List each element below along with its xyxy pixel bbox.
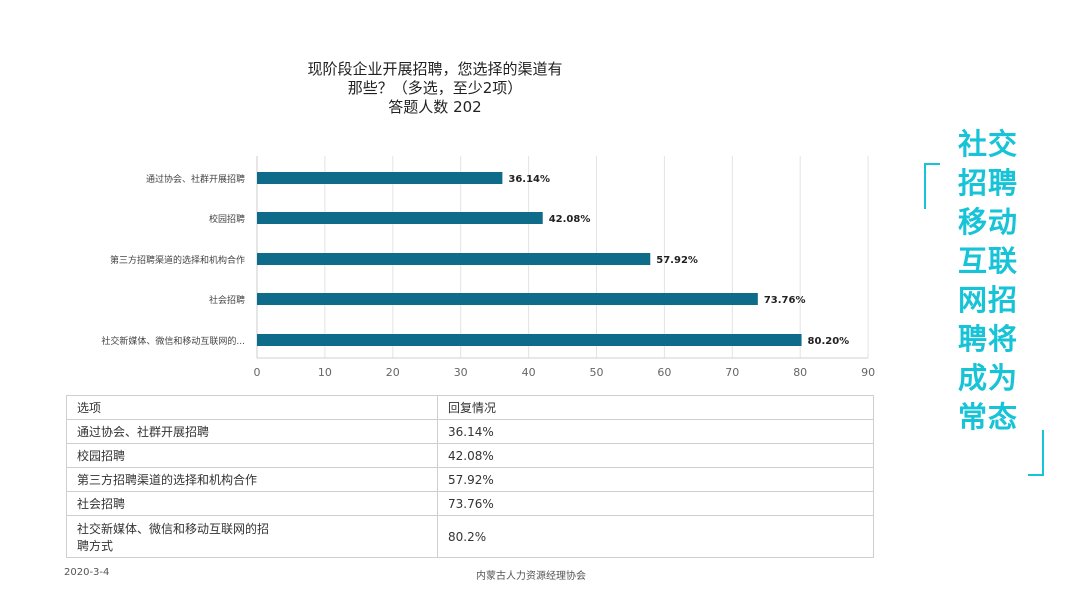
- row-option-line-1: 社交新媒体、微信和移动互联网的招: [77, 521, 270, 536]
- table-row: 社交新媒体、微信和移动互联网的招 聘方式 80.2%: [66, 515, 874, 558]
- row-option-line-2: 聘方式: [77, 538, 114, 553]
- bracket-bottom-right-decoration: [1028, 430, 1044, 476]
- bracket-top-left-decoration: [924, 163, 940, 209]
- bar: [257, 172, 503, 184]
- bar-value-label: 80.20%: [808, 336, 850, 347]
- side-line: 招聘: [957, 166, 1018, 200]
- side-line: 互联: [957, 244, 1018, 278]
- bar: [257, 293, 758, 305]
- data-table: 选项 回复情况 通过协会、社群开展招聘 36.14% 校园招聘 42.08% 第…: [66, 395, 874, 558]
- bar-value-label: 73.76%: [764, 295, 806, 306]
- title-line-3: 答题人数 202: [388, 98, 482, 116]
- footer-date: 2020-3-4: [64, 567, 110, 578]
- table-header-row: 选项 回复情况: [66, 395, 874, 420]
- x-tick-label: 40: [522, 366, 536, 379]
- bar-chart: 0 10 20 30 40 50 60 70 80 90 36.14% 通过协会、社群开展招聘 42.0…: [101, 156, 875, 379]
- chart-title: 现阶段企业开展招聘，您选择的渠道有 那些？（多选，至少2项） 答题人数 202: [300, 60, 570, 117]
- table-row: 通过协会、社群开展招聘 36.14%: [66, 419, 874, 444]
- bar: [257, 212, 543, 224]
- side-slogan: 社交 招聘 移动 互联 网招 聘将 成为 常态: [950, 125, 1026, 437]
- row-option: 第三方招聘渠道的选择和机构合作: [66, 467, 438, 492]
- table-row: 校园招聘 42.08%: [66, 443, 874, 468]
- side-line: 常态: [957, 400, 1018, 434]
- side-line: 成为: [957, 361, 1018, 395]
- header-reply: 回复情况: [437, 395, 874, 420]
- row-option: 校园招聘: [66, 443, 438, 468]
- x-tick-label: 80: [793, 366, 807, 379]
- x-tick-label: 50: [590, 366, 604, 379]
- row-reply: 80.2%: [437, 515, 874, 558]
- side-line: 社交: [957, 127, 1018, 161]
- x-tick-label: 60: [657, 366, 671, 379]
- x-tick-label: 90: [861, 366, 875, 379]
- row-reply: 42.08%: [437, 443, 874, 468]
- table-row: 第三方招聘渠道的选择和机构合作 57.92%: [66, 467, 874, 492]
- header-option: 选项: [66, 395, 438, 420]
- x-tick-label: 20: [386, 366, 400, 379]
- row-reply: 73.76%: [437, 491, 874, 516]
- category-label: 社会招聘: [209, 294, 245, 306]
- category-label: 第三方招聘渠道的选择和机构合作: [110, 254, 245, 266]
- bar-value-label: 57.92%: [656, 255, 698, 266]
- row-option: 社交新媒体、微信和移动互联网的招 聘方式: [66, 515, 438, 558]
- x-tick-label: 0: [254, 366, 261, 379]
- category-label: 社交新媒体、微信和移动互联网的...: [101, 335, 245, 347]
- side-line: 移动: [957, 205, 1018, 239]
- category-label: 校园招聘: [209, 213, 245, 225]
- bar-value-label: 42.08%: [549, 214, 591, 225]
- side-line: 网招: [957, 283, 1018, 317]
- footer-org: 内蒙古人力资源经理协会: [476, 571, 586, 582]
- title-line-1: 现阶段企业开展招聘，您选择的渠道有: [307, 60, 563, 78]
- row-reply: 36.14%: [437, 419, 874, 444]
- title-line-2: 那些？（多选，至少2项）: [347, 79, 523, 97]
- table-row: 社会招聘 73.76%: [66, 491, 874, 516]
- x-tick-label: 70: [725, 366, 739, 379]
- row-option: 通过协会、社群开展招聘: [66, 419, 438, 444]
- bar: [257, 253, 651, 265]
- category-label: 通过协会、社群开展招聘: [146, 173, 245, 185]
- row-reply: 57.92%: [437, 467, 874, 492]
- x-tick-label: 30: [454, 366, 468, 379]
- row-option: 社会招聘: [66, 491, 438, 516]
- bar: [257, 334, 802, 346]
- bar-value-label: 36.14%: [508, 174, 550, 185]
- x-tick-label: 10: [318, 366, 332, 379]
- side-line: 聘将: [957, 322, 1018, 356]
